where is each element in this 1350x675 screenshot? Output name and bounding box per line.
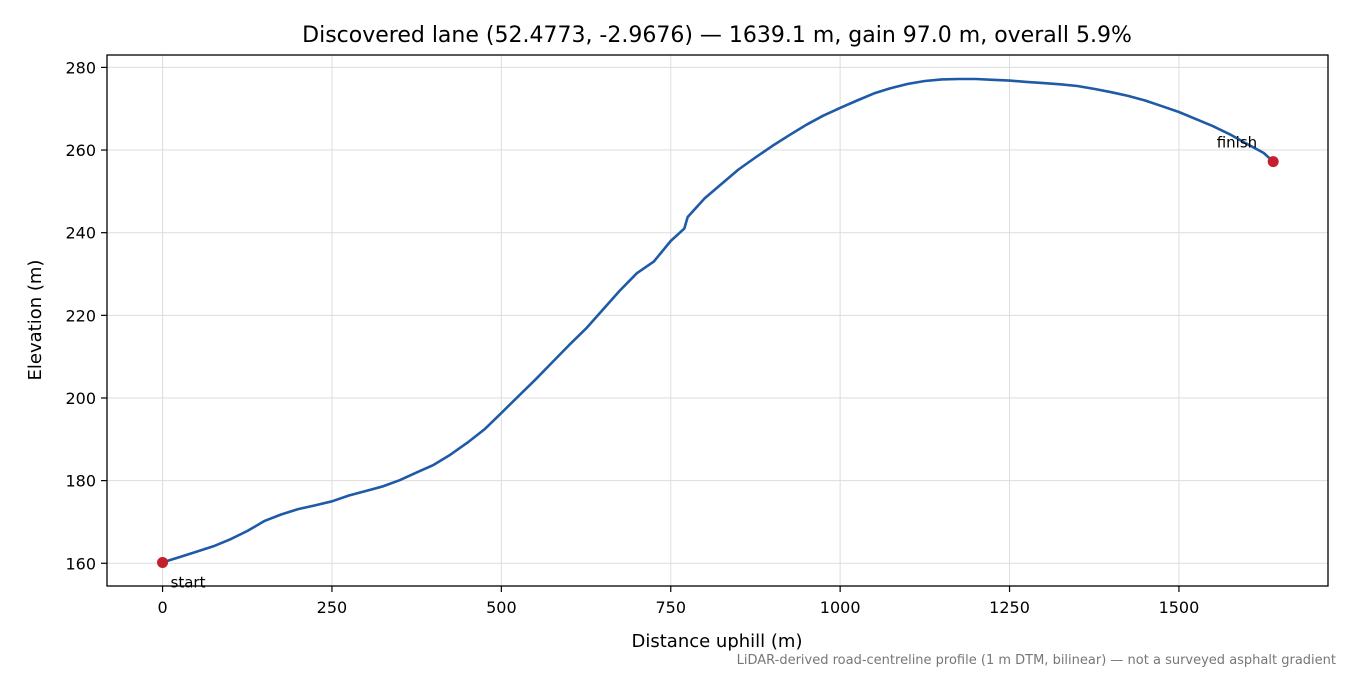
start-marker bbox=[157, 556, 169, 568]
y-axis-ticks: 160 180 200 220 240 260 280 bbox=[65, 58, 107, 573]
x-tick-label: 750 bbox=[655, 598, 686, 617]
y-tick-label: 160 bbox=[65, 554, 96, 573]
grid-lines bbox=[107, 55, 1328, 586]
footnote: LiDAR-derived road-centreline profile (1… bbox=[737, 653, 1336, 668]
x-axis-ticks: 0 250 500 750 1000 1250 1500 bbox=[157, 586, 1199, 617]
chart-title: Discovered lane (52.4773, -2.9676) — 163… bbox=[302, 23, 1132, 48]
plot-lines bbox=[162, 77, 1275, 564]
finish-label: finish bbox=[1217, 134, 1257, 152]
x-tick-label: 1000 bbox=[820, 598, 861, 617]
y-tick-label: 180 bbox=[65, 472, 96, 491]
x-tick-label: 1500 bbox=[1159, 598, 1200, 617]
elevation-line bbox=[162, 77, 1275, 564]
plot-frame bbox=[106, 54, 1329, 587]
x-tick-label: 0 bbox=[157, 598, 167, 617]
marker-layer: start finish bbox=[157, 134, 1279, 591]
y-tick-label: 240 bbox=[65, 224, 96, 243]
finish-marker bbox=[1267, 156, 1279, 168]
start-label: start bbox=[171, 573, 206, 591]
x-axis-label: Distance uphill (m) bbox=[632, 631, 803, 652]
y-tick-label: 280 bbox=[65, 58, 96, 77]
x-tick-label: 500 bbox=[486, 598, 517, 617]
y-axis-label: Elevation (m) bbox=[25, 260, 46, 381]
y-tick-label: 200 bbox=[65, 389, 96, 408]
x-tick-label: 1250 bbox=[989, 598, 1030, 617]
y-tick-label: 260 bbox=[65, 141, 96, 160]
x-tick-label: 250 bbox=[317, 598, 348, 617]
y-tick-label: 220 bbox=[65, 306, 96, 325]
